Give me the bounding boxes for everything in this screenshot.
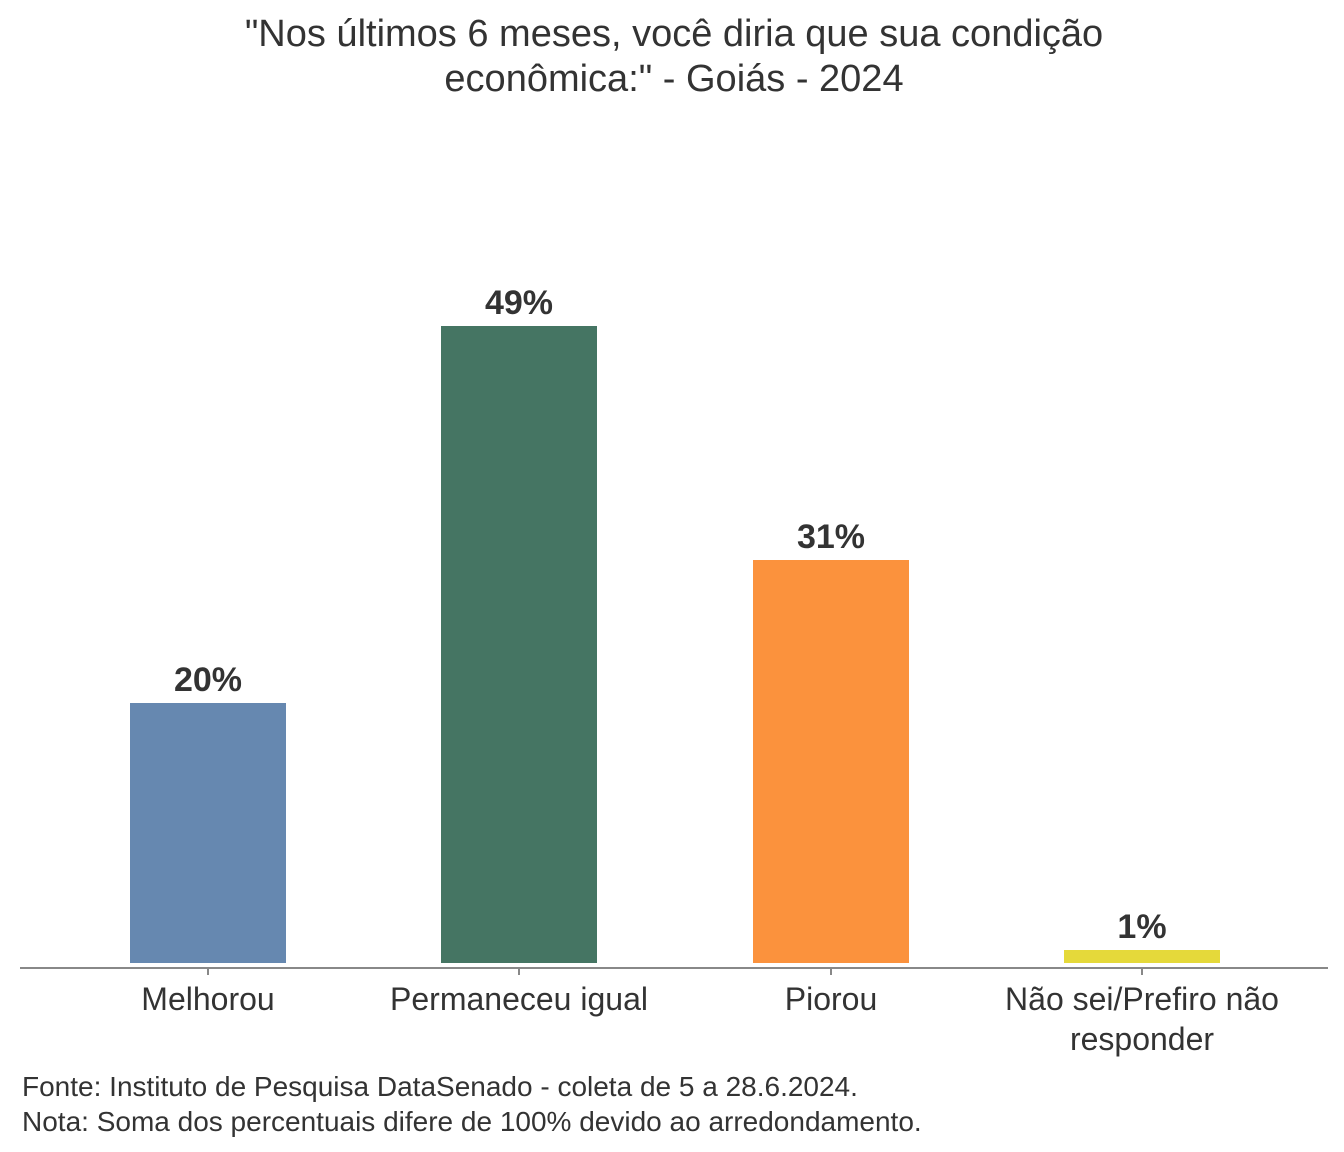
bar — [1064, 950, 1220, 963]
bar — [441, 326, 597, 963]
bar-value-label: 20% — [174, 661, 242, 699]
x-tick-label: Piorou — [785, 981, 878, 1017]
bar-value-label: 49% — [485, 284, 553, 322]
bar — [753, 560, 909, 963]
chart-title-line-1: "Nos últimos 6 meses, você diria que sua… — [245, 13, 1103, 55]
footnote-note: Nota: Soma dos percentuais difere de 100… — [22, 1106, 922, 1137]
x-tick-label: Permaneceu igual — [390, 981, 648, 1017]
bar — [130, 703, 286, 963]
x-tick-label: Melhorou — [141, 981, 274, 1017]
x-tick-label: responder — [1070, 1021, 1214, 1057]
chart-title-line-2: econômica:" - Goiás - 2024 — [444, 58, 903, 100]
bar-value-label: 31% — [797, 518, 865, 556]
x-tick-label: Não sei/Prefiro não — [1005, 981, 1279, 1017]
footnote-source: Fonte: Instituto de Pesquisa DataSenado … — [22, 1071, 858, 1102]
bar-value-label: 1% — [1117, 908, 1166, 946]
